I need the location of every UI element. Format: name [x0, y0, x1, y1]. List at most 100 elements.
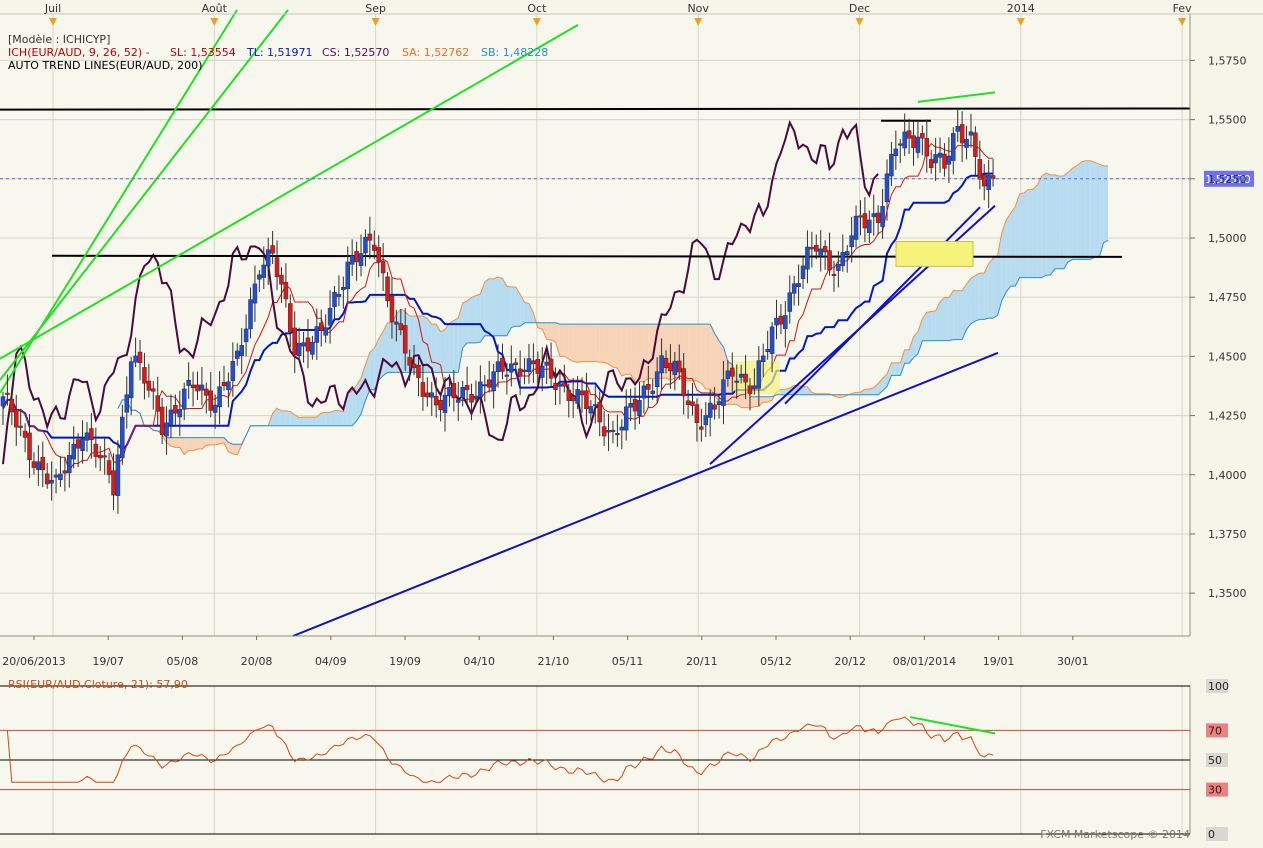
candle-body: [380, 261, 386, 274]
candle-body: [341, 287, 346, 291]
candle-body: [849, 235, 854, 248]
x-tick-label: 21/10: [538, 655, 570, 668]
candle-body: [756, 360, 762, 389]
candle-body: [181, 388, 187, 410]
candle-body: [641, 385, 647, 399]
cloud-segment: [449, 320, 454, 373]
cloud-segment: [281, 410, 286, 426]
cloud-segment: [559, 324, 565, 357]
candle-body: [332, 292, 337, 308]
candle-body: [769, 326, 775, 354]
candle-body: [575, 389, 580, 404]
candle-body: [986, 175, 991, 190]
cloud-segment: [369, 348, 375, 390]
candle-body: [31, 461, 37, 468]
candle-body: [981, 174, 987, 187]
cloud-segment: [1077, 161, 1082, 260]
cloud-segment: [312, 417, 317, 426]
candle-body: [937, 152, 943, 158]
cloud-segment: [988, 258, 994, 319]
candle-body: [336, 293, 342, 297]
candle-body: [402, 325, 408, 354]
cloud-segment: [975, 273, 980, 321]
cloud-segment: [599, 324, 605, 363]
candle-body: [40, 456, 46, 471]
candle-body: [623, 406, 629, 431]
cloud-segment: [475, 293, 481, 343]
cloud-segment: [347, 390, 353, 426]
cloud-segment: [780, 389, 786, 395]
candle-body: [867, 219, 872, 234]
green-trend-line: [0, 9, 289, 381]
candle-body: [814, 245, 819, 252]
cloud-segment: [688, 324, 693, 381]
candle-body: [97, 454, 103, 459]
cloud-segment: [922, 312, 927, 341]
rsi-tick-label: 30: [1208, 784, 1222, 797]
auto-trend-lines: [0, 9, 1191, 637]
cloud-segment: [696, 324, 702, 384]
candle-body: [738, 373, 744, 378]
cloud-segment: [445, 323, 450, 373]
cloud-segment: [308, 417, 313, 426]
cloud-segment: [334, 410, 339, 426]
candle-body: [128, 361, 134, 399]
candle-body: [752, 385, 757, 390]
candle-body: [898, 143, 903, 146]
candle-body: [429, 392, 434, 398]
candle-body: [579, 390, 585, 396]
candle-body: [442, 394, 448, 413]
cloud-segment: [175, 437, 180, 448]
candle-body: [190, 384, 196, 389]
candle-body: [283, 281, 289, 300]
x-tick-label: 04/10: [463, 655, 495, 668]
candle-body: [133, 355, 138, 363]
cloud-segment: [931, 311, 936, 341]
candle-body: [743, 373, 748, 383]
candle-body: [588, 406, 594, 414]
cloud-segment: [197, 437, 202, 449]
cloud-segment: [414, 316, 419, 373]
cloud-segment: [502, 278, 507, 336]
candle-body: [716, 401, 722, 406]
candle-body: [548, 358, 554, 379]
candle-body: [584, 390, 589, 410]
cloud-segment: [290, 411, 295, 426]
cloud-segment: [467, 297, 472, 343]
candle-body: [14, 409, 19, 428]
candle-body: [610, 429, 616, 432]
candle-body: [606, 430, 611, 433]
cloud-segment: [1072, 165, 1078, 260]
candle-body: [186, 379, 191, 386]
cloud-segment: [1055, 174, 1060, 269]
cloud-segment: [564, 324, 569, 359]
cloud-segment: [630, 324, 636, 382]
y-tick-label: 1,3750: [1208, 528, 1247, 541]
cloud-segment: [1032, 184, 1038, 278]
candle-body: [562, 383, 567, 387]
candle-body: [920, 133, 925, 139]
cloud-segment: [392, 314, 397, 373]
cloud-segment: [299, 417, 304, 426]
candle-body: [9, 398, 15, 413]
cloud-segment: [683, 324, 689, 381]
cloud-segment: [1063, 172, 1069, 269]
cloud-segment: [1015, 193, 1020, 287]
cloud-segment: [228, 442, 233, 454]
cloud-segment: [635, 324, 640, 382]
candle-body: [75, 439, 81, 449]
cloud-segment: [582, 324, 587, 362]
month-label: Juil: [44, 2, 61, 15]
candle-body: [964, 139, 969, 148]
cloud-segment: [666, 324, 671, 381]
cloud-segment: [1090, 160, 1095, 260]
candle-body: [513, 362, 518, 365]
current-price-label: 1,52570: [1205, 173, 1251, 186]
candle-body: [539, 365, 545, 378]
cloud-segment: [586, 324, 591, 362]
cloud-segment: [966, 278, 971, 330]
candle-body: [270, 245, 275, 254]
candle-body: [977, 159, 983, 180]
blue-trend-line: [292, 351, 999, 637]
